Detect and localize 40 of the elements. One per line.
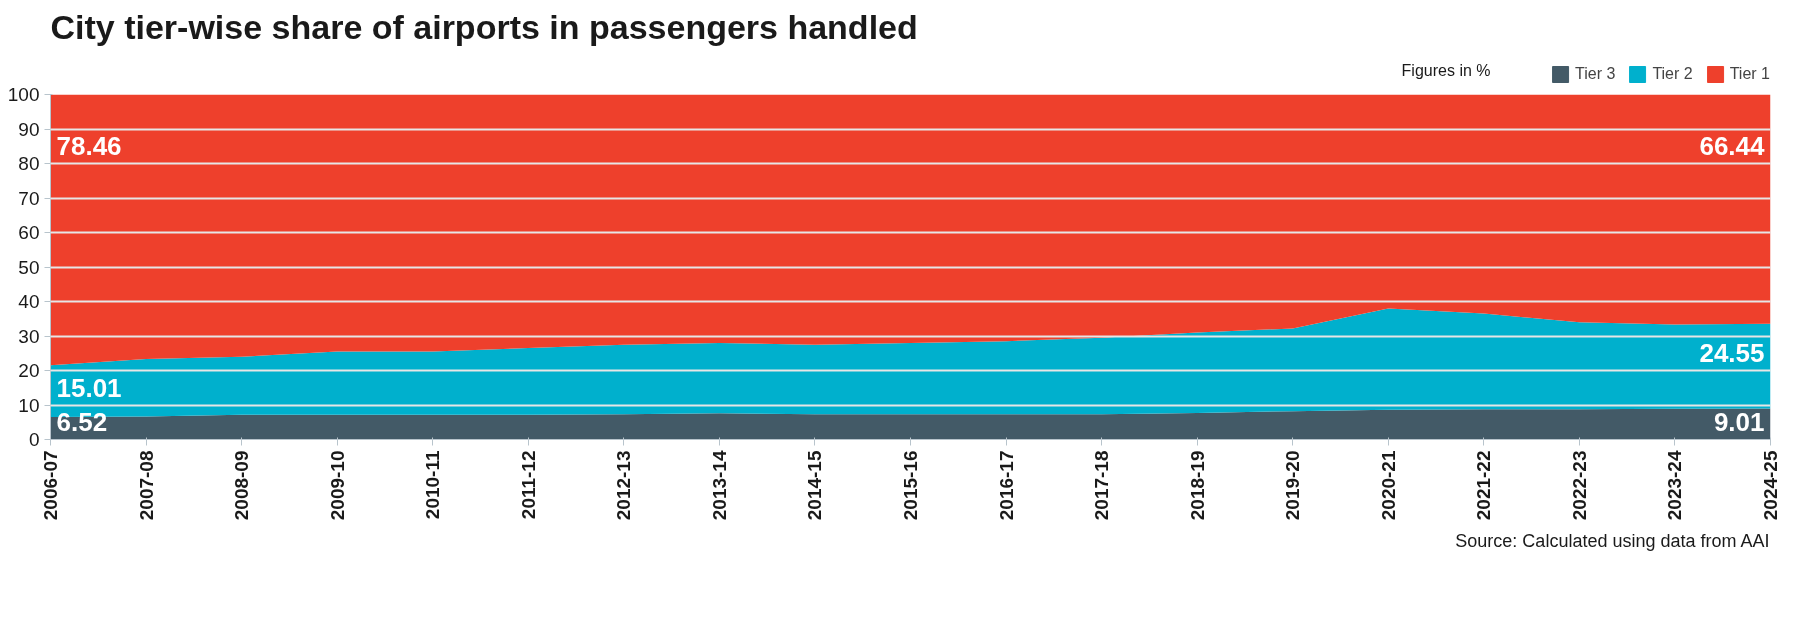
y-tick-label: 40 xyxy=(18,291,40,312)
y-tick-label: 20 xyxy=(18,360,40,381)
y-tick-label: 10 xyxy=(18,394,40,416)
y-tick-label: 70 xyxy=(18,187,40,209)
data-label: 78.46 xyxy=(56,131,122,162)
x-tick-label: 2024-25 xyxy=(1760,450,1781,521)
x-tick-label: 2006-07 xyxy=(40,450,61,521)
y-tick-label: 90 xyxy=(18,118,40,140)
y-tick-label: 80 xyxy=(18,153,40,174)
x-tick-label: 2020-21 xyxy=(1377,450,1399,521)
x-tick-label: 2023-24 xyxy=(1664,450,1686,521)
x-tick-label: 2015-16 xyxy=(900,450,921,521)
x-tick-label: 2021-22 xyxy=(1473,450,1495,521)
x-tick-label: 2016-17 xyxy=(995,450,1017,521)
x-tick-label: 2012-13 xyxy=(613,450,635,521)
legend-label: Tier 1 xyxy=(1729,65,1770,83)
data-label: 66.44 xyxy=(1699,131,1766,162)
x-tick-label: 2008-09 xyxy=(231,450,253,521)
y-tick-label: 100 xyxy=(7,84,40,105)
y-tick-label: 50 xyxy=(18,256,40,278)
y-tick-label: 30 xyxy=(18,325,40,347)
y-tick-label: 0 xyxy=(28,429,40,450)
x-tick-label: 2007-08 xyxy=(135,450,157,521)
x-tick-label: 2019-20 xyxy=(1282,450,1304,521)
x-tick-label: 2011-12 xyxy=(517,450,539,520)
x-tick-label: 2022-23 xyxy=(1568,450,1590,521)
text: Figures in % xyxy=(1401,61,1491,79)
x-tick-label: 2017-18 xyxy=(1091,450,1113,521)
data-label: 24.55 xyxy=(1699,338,1765,369)
legend-label: Tier 3 xyxy=(1575,65,1616,83)
x-tick-label: 2018-19 xyxy=(1186,450,1208,521)
y-tick-label: 60 xyxy=(18,222,40,243)
chart-title: City tier-wise share of airports in passengers handled xyxy=(50,7,918,46)
data-label: 15.01 xyxy=(56,372,122,403)
x-tick-label: 2010-11 xyxy=(422,450,444,520)
source-note: Source: Calculated using data from AAI xyxy=(1455,530,1770,551)
legend-label: Tier 2 xyxy=(1652,65,1693,83)
x-tick-label: 2014-15 xyxy=(804,450,826,521)
x-tick-label: 2013-14 xyxy=(708,450,730,521)
x-tick-label: 2009-10 xyxy=(326,450,348,521)
